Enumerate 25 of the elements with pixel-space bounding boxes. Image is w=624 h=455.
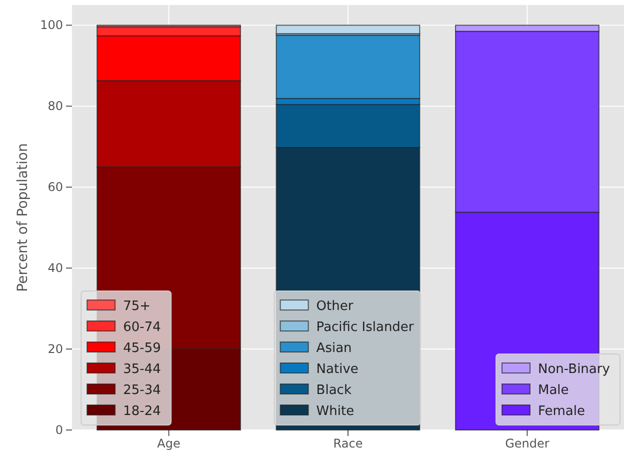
y-tick-label: 100 (40, 18, 63, 32)
y-tick-label: 0 (55, 422, 63, 437)
legend-label: 45-59 (123, 341, 161, 356)
legend-label: Pacific Islander (316, 320, 414, 335)
legend-label: Native (316, 362, 358, 377)
legend-label: 60-74 (123, 320, 161, 335)
legend-label: Female (538, 404, 586, 419)
legend-label: 75+ (123, 299, 151, 314)
y-tick-label: 40 (48, 260, 63, 275)
legend-label: 25-34 (123, 383, 161, 398)
legend-label: 18-24 (123, 404, 161, 419)
x-tick-label: Race (333, 436, 363, 451)
y-tick-label: 20 (48, 342, 63, 356)
y-tick-label: 60 (48, 180, 63, 194)
legend-label: Male (538, 383, 569, 398)
x-tick-label: Age (157, 436, 180, 451)
legend-label: Black (316, 383, 352, 398)
legend-label: Non-Binary (538, 362, 610, 377)
legend-label: Asian (316, 341, 352, 356)
legend-label: 35-44 (123, 362, 161, 377)
x-tick-label: Gender (505, 436, 550, 451)
y-axis-title: Percent of Population (15, 143, 31, 292)
legend-label: Other (316, 299, 354, 314)
legend-label: White (316, 404, 354, 419)
y-tick-label: 80 (48, 99, 63, 114)
